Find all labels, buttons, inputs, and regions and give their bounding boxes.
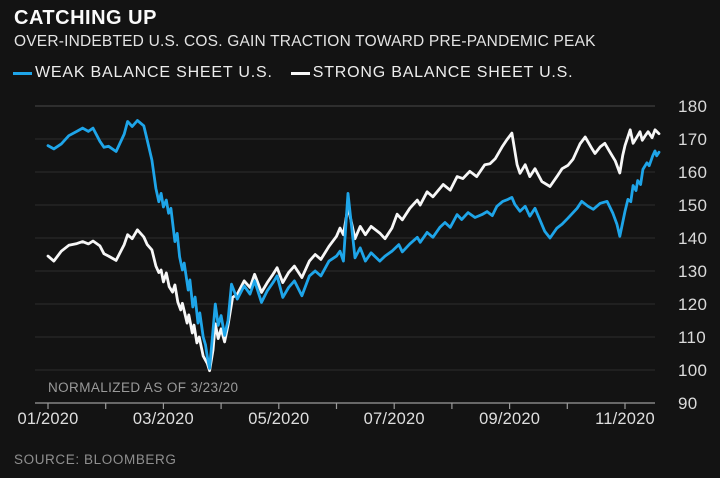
weak-series-swatch-icon xyxy=(13,71,32,75)
x-axis-tick-label: 11/2020 xyxy=(595,410,655,428)
legend-item-weak: WEAK BALANCE SHEET U.S. xyxy=(13,64,273,82)
x-axis-tick-label: 07/2020 xyxy=(363,410,425,428)
chart-subtitle: OVER-INDEBTED U.S. COS. GAIN TRACTION TO… xyxy=(14,33,596,50)
y-axis-tick-label: 150 xyxy=(678,196,708,215)
legend: WEAK BALANCE SHEET U.S. STRONG BALANCE S… xyxy=(13,64,591,82)
x-axis-tick-label: 09/2020 xyxy=(479,410,541,428)
y-axis-tick-label: 120 xyxy=(678,295,708,314)
x-axis-tick-label: 03/2020 xyxy=(132,410,194,428)
y-axis-tick-label: 170 xyxy=(678,130,708,149)
x-axis-tick-label: 01/2020 xyxy=(17,410,79,428)
y-axis-tick-label: 100 xyxy=(678,361,708,380)
legend-label-weak: WEAK BALANCE SHEET U.S. xyxy=(35,64,273,81)
y-axis-tick-label: 140 xyxy=(678,229,708,248)
y-axis-tick-label: 160 xyxy=(678,163,708,182)
source-note: SOURCE: BLOOMBERG xyxy=(14,452,177,467)
legend-item-strong: STRONG BALANCE SHEET U.S. xyxy=(290,64,574,82)
y-axis-tick-label: 180 xyxy=(678,97,708,116)
y-axis-tick-label: 110 xyxy=(678,328,707,347)
normalization-note: NORMALIZED AS OF 3/23/20 xyxy=(48,380,239,395)
chart-title: CATCHING UP xyxy=(14,7,157,29)
y-axis-tick-label: 90 xyxy=(678,394,698,413)
x-axis-tick-label: 05/2020 xyxy=(248,410,310,428)
strong-series-swatch-icon xyxy=(290,71,310,75)
legend-label-strong: STRONG BALANCE SHEET U.S. xyxy=(312,64,574,81)
y-axis-tick-label: 130 xyxy=(678,262,708,281)
